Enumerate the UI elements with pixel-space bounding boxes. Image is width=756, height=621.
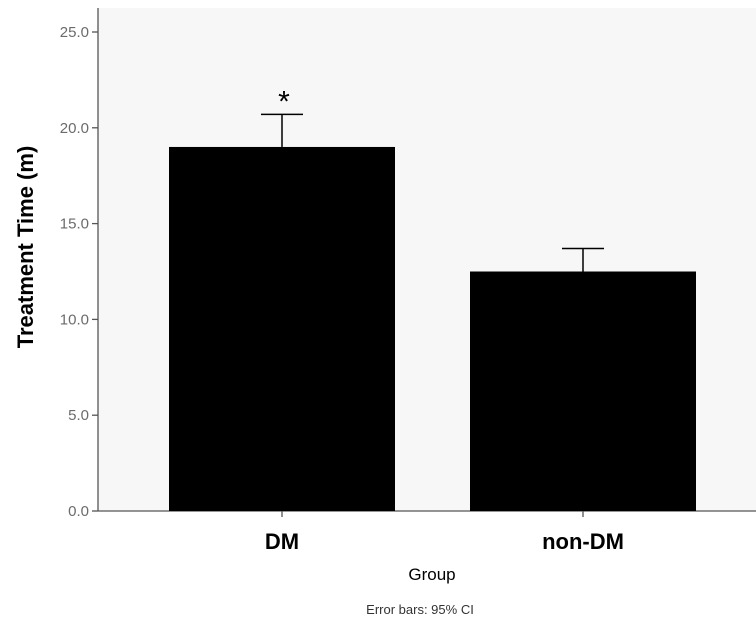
- bars: [169, 146, 696, 511]
- y-axis: 0.0 5.0 10.0 15.0 20.0 25.0: [60, 8, 99, 520]
- significance-marker: *: [278, 85, 290, 118]
- y-tick-label: 5.0: [68, 407, 89, 424]
- y-tick-label: 25.0: [60, 24, 89, 41]
- y-tick-label: 15.0: [60, 216, 89, 233]
- error-bars: [261, 113, 604, 272]
- y-tick-label: 10.0: [60, 311, 89, 328]
- bar: [169, 146, 395, 511]
- x-axis: DM non-DM: [98, 510, 756, 554]
- y-tick-label: 0.0: [68, 503, 89, 520]
- y-axis-label: Treatment Time (m): [13, 146, 38, 349]
- error-bars-note: Error bars: 95% CI: [366, 602, 474, 617]
- x-tick-label: non-DM: [542, 529, 624, 554]
- x-tick-label: DM: [265, 529, 299, 554]
- y-tick-label: 20.0: [60, 120, 89, 137]
- annotations: *: [278, 85, 290, 118]
- bar: [470, 271, 696, 511]
- x-axis-label: Group: [408, 565, 455, 584]
